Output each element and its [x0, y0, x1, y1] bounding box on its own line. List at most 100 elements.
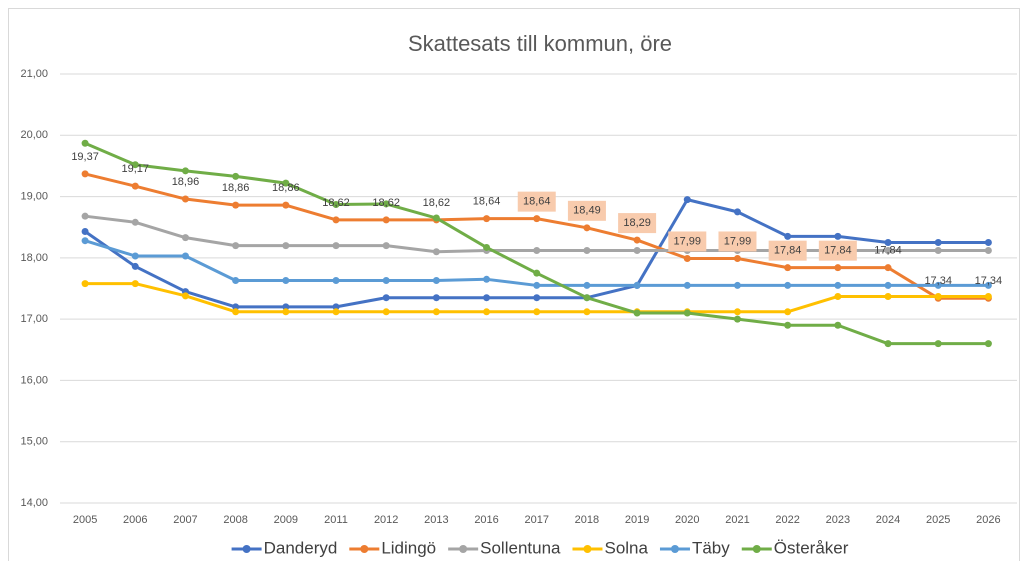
data-point: [282, 303, 290, 311]
data-label: 18,64: [523, 196, 551, 208]
data-point: [884, 281, 892, 289]
data-point: [131, 280, 139, 288]
data-point: [332, 242, 340, 250]
data-label: 18,62: [423, 197, 451, 209]
data-point: [232, 201, 240, 209]
legend-marker: [752, 545, 761, 553]
chart-title: Skattesats till kommun, öre: [408, 31, 672, 56]
data-point: [633, 281, 641, 289]
legend-label: Danderyd: [264, 538, 338, 557]
data-point: [81, 139, 89, 147]
data-point: [282, 277, 290, 285]
data-point: [834, 264, 842, 272]
data-point: [784, 232, 792, 240]
data-point: [583, 294, 591, 302]
data-point: [483, 275, 491, 283]
data-point: [232, 308, 240, 316]
data-point: [733, 281, 741, 289]
data-point: [533, 215, 541, 223]
data-label-box: [517, 191, 556, 212]
x-tick-label: 2023: [826, 514, 850, 526]
data-point: [232, 277, 240, 285]
data-point: [282, 308, 290, 316]
data-point: [232, 242, 240, 250]
data-label: 17,84: [874, 245, 902, 257]
data-label: 17,99: [724, 235, 752, 247]
data-point: [382, 277, 390, 285]
data-point: [432, 248, 440, 256]
legend-marker: [459, 545, 468, 553]
legend-marker: [670, 545, 679, 553]
data-point: [81, 228, 89, 236]
data-point: [181, 195, 189, 203]
x-tick-label: 2013: [424, 514, 448, 526]
data-point: [934, 281, 942, 289]
data-point: [934, 239, 942, 247]
data-point: [733, 315, 741, 323]
data-point: [683, 196, 691, 204]
data-point: [934, 247, 942, 255]
data-label-box: [768, 240, 807, 261]
data-label: 17,99: [674, 235, 702, 247]
data-label: 18,62: [372, 197, 400, 209]
data-point: [181, 167, 189, 175]
data-point: [633, 309, 641, 317]
data-point: [432, 308, 440, 316]
data-point: [733, 308, 741, 316]
data-label: 18,29: [623, 217, 651, 229]
data-label: 18,62: [322, 197, 350, 209]
data-label: 19,37: [71, 151, 99, 163]
data-label: 17,84: [824, 245, 852, 257]
y-tick-label: 19,00: [20, 190, 48, 202]
data-label: 18,49: [573, 205, 601, 217]
data-point: [131, 252, 139, 260]
data-point: [884, 264, 892, 272]
data-point: [984, 340, 992, 348]
data-point: [533, 308, 541, 316]
data-point: [533, 281, 541, 289]
data-point: [784, 321, 792, 329]
data-point: [533, 247, 541, 255]
data-point: [131, 262, 139, 270]
legend-marker: [583, 545, 592, 553]
data-point: [984, 239, 992, 247]
data-point: [382, 294, 390, 302]
legend-label: Täby: [692, 538, 730, 557]
data-point: [332, 303, 340, 311]
data-point: [131, 161, 139, 169]
data-point: [733, 208, 741, 216]
legend-label: Österåker: [774, 538, 849, 557]
data-point: [332, 277, 340, 285]
data-point: [483, 294, 491, 302]
x-tick-label: 2007: [173, 514, 197, 526]
data-point: [884, 340, 892, 348]
data-point: [81, 280, 89, 288]
data-point: [533, 294, 541, 302]
data-label-box: [567, 200, 606, 221]
x-tick-label: 2005: [73, 514, 97, 526]
x-tick-label: 2006: [123, 514, 147, 526]
data-point: [884, 292, 892, 300]
data-point: [583, 308, 591, 316]
legend-label: Sollentuna: [480, 538, 561, 557]
legend: Danderyd Lidingö Sollentuna Solna Täby Österå…: [231, 538, 849, 557]
data-point: [834, 321, 842, 329]
data-point: [432, 294, 440, 302]
data-point: [483, 308, 491, 316]
data-point: [483, 243, 491, 251]
data-label: 17,34: [975, 275, 1003, 287]
x-tick-label: 2008: [223, 514, 247, 526]
x-tick-label: 2024: [876, 514, 900, 526]
data-point: [834, 232, 842, 240]
data-point: [332, 216, 340, 224]
data-label: 17,34: [924, 275, 952, 287]
data-point: [432, 277, 440, 285]
x-tick-label: 2012: [374, 514, 398, 526]
legend-label: Solna: [604, 538, 648, 557]
data-label: 18,86: [272, 182, 300, 194]
x-tick-label: 2016: [474, 514, 498, 526]
data-point: [483, 215, 491, 223]
data-label-box: [618, 213, 657, 234]
y-tick-label: 17,00: [20, 313, 48, 325]
data-label: 18,96: [172, 176, 200, 188]
